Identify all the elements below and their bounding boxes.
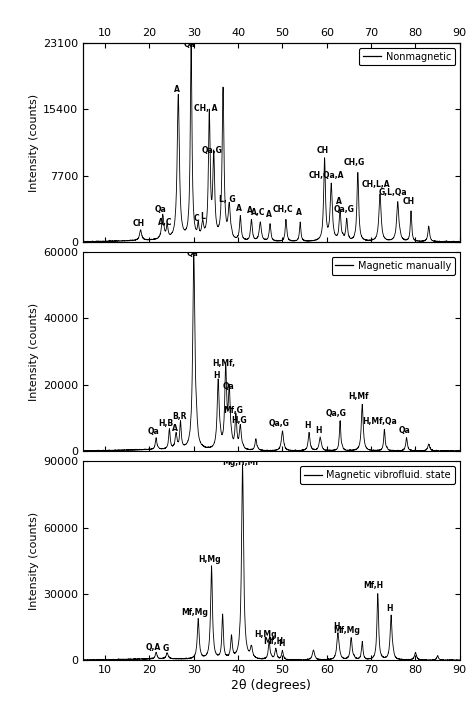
Legend: Magnetic manually: Magnetic manually <box>331 257 455 275</box>
Text: Qa: Qa <box>222 383 234 391</box>
Text: H,Mf,Qa: H,Mf,Qa <box>363 418 397 426</box>
Text: Qa: Qa <box>148 427 160 436</box>
Text: CH,G: CH,G <box>344 158 365 167</box>
Text: CH: CH <box>132 219 145 228</box>
Text: CH,L,A: CH,L,A <box>361 180 390 188</box>
Text: G,L,Qa: G,L,Qa <box>379 188 408 197</box>
Text: A: A <box>296 208 302 217</box>
Text: Qa: Qa <box>155 206 166 214</box>
Text: A: A <box>247 206 253 216</box>
Text: A,C: A,C <box>158 218 172 226</box>
Text: H,Mg: H,Mg <box>198 555 220 564</box>
Y-axis label: Intensity (counts): Intensity (counts) <box>29 512 39 610</box>
Text: Qa,G: Qa,G <box>326 409 347 418</box>
Text: A,C: A,C <box>251 208 265 217</box>
Legend: Nonmagnetic: Nonmagnetic <box>359 48 455 66</box>
Text: CH,Qa,A: CH,Qa,A <box>309 171 345 180</box>
Text: H,G: H,G <box>231 416 247 425</box>
Text: A: A <box>236 203 242 213</box>
Text: Mg,H,Mf: Mg,H,Mf <box>222 458 259 467</box>
Text: L, G: L, G <box>219 195 236 204</box>
Text: Qa: Qa <box>399 426 410 435</box>
Text: CH: CH <box>316 146 328 155</box>
Text: C: C <box>194 214 200 223</box>
Text: Qa,G: Qa,G <box>202 146 223 155</box>
Text: A: A <box>174 85 180 94</box>
Text: H: H <box>214 371 220 380</box>
Text: G: G <box>163 644 169 653</box>
Text: Q,A: Q,A <box>146 643 161 652</box>
Text: Qa: Qa <box>187 249 198 258</box>
Text: H,Mf: H,Mf <box>348 393 369 401</box>
X-axis label: 2θ (degrees): 2θ (degrees) <box>231 680 311 693</box>
Y-axis label: Intensity (counts): Intensity (counts) <box>29 94 39 191</box>
Text: Mf,Mg: Mf,Mg <box>333 626 360 635</box>
Text: Mf,Mg: Mf,Mg <box>181 608 208 618</box>
Text: Mf,G: Mf,G <box>224 406 244 415</box>
Text: CH: CH <box>403 197 415 206</box>
Text: A: A <box>336 197 342 206</box>
Text: H,Mg: H,Mg <box>255 630 277 640</box>
Text: Mf,H: Mf,H <box>264 637 283 646</box>
Text: B,R: B,R <box>172 413 186 421</box>
Text: CH,C: CH,C <box>273 206 294 214</box>
Text: A: A <box>172 424 178 433</box>
Text: H,B: H,B <box>159 419 174 428</box>
Text: CH, A: CH, A <box>194 104 218 113</box>
Y-axis label: Intensity (counts): Intensity (counts) <box>29 303 39 401</box>
Text: H: H <box>316 426 322 435</box>
Text: H: H <box>304 421 311 430</box>
Text: L: L <box>200 211 205 221</box>
Legend: Magnetic vibrofluid. state: Magnetic vibrofluid. state <box>300 466 455 484</box>
Text: H: H <box>386 604 393 613</box>
Text: H: H <box>278 639 284 648</box>
Text: H: H <box>333 622 340 630</box>
Text: A: A <box>266 210 272 218</box>
Text: Qa: Qa <box>184 40 196 49</box>
Text: Mf,H: Mf,H <box>363 580 383 590</box>
Text: H,Mf,: H,Mf, <box>212 359 236 368</box>
Text: Qa,G: Qa,G <box>268 419 289 428</box>
Text: Qa,G: Qa,G <box>333 206 354 214</box>
